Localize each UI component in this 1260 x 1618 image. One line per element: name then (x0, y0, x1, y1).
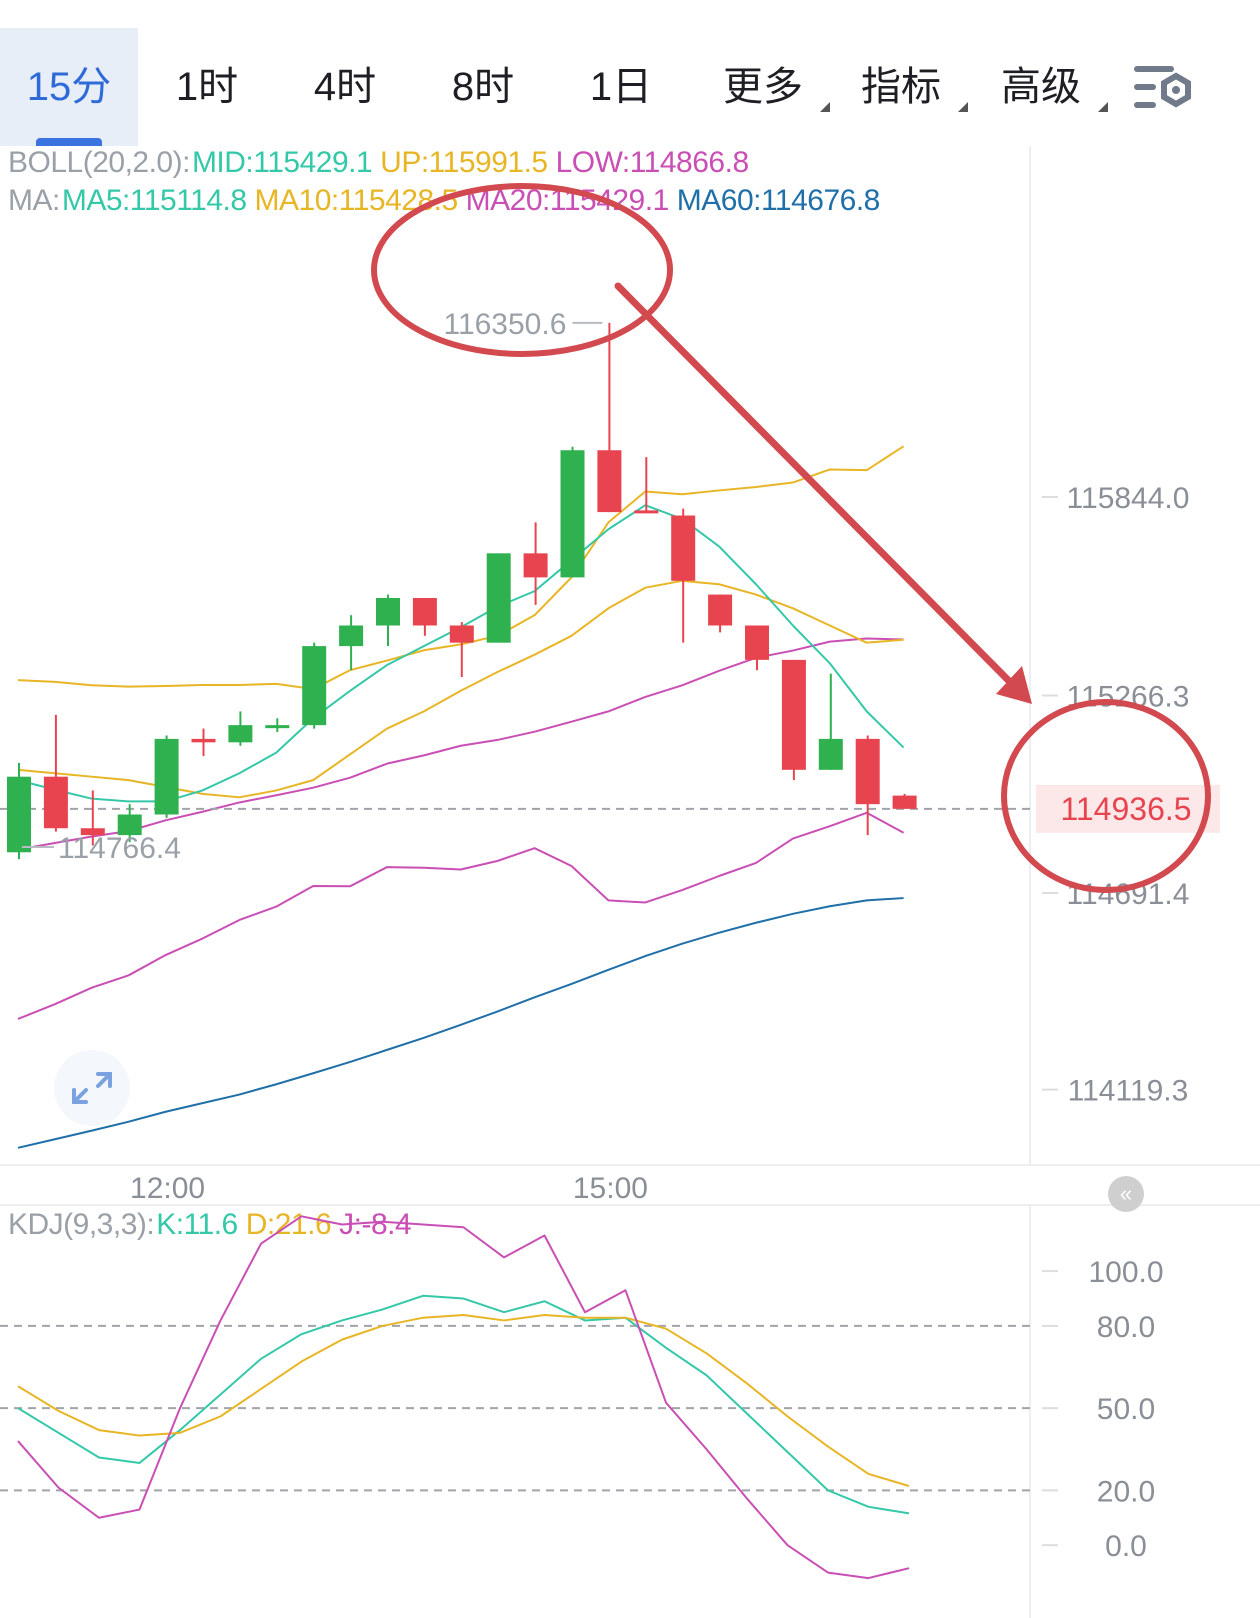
annotation-arrow-shaft (614, 282, 1014, 686)
tab-4h[interactable]: 4时 (280, 28, 410, 146)
boll-lower-line (17, 811, 905, 1020)
ma60-value: MA60:114676.8 (676, 184, 881, 217)
ma5-value: MA5:115114.8 (61, 184, 247, 217)
boll-low-value: LOW:114866.8 (555, 146, 750, 179)
tab-15m[interactable]: 15分 (0, 28, 138, 146)
y-tick-label: 114691.4 (1067, 878, 1190, 911)
kdj-k-value: K:11.6 (156, 1208, 238, 1241)
tab-more[interactable]: 更多 (708, 28, 830, 146)
boll-mid-value: MID:115429.1 (191, 146, 373, 179)
x-time-label: 12:00 (130, 1172, 205, 1205)
dropdown-triangle-icon (958, 102, 968, 112)
candle-body (818, 738, 843, 770)
timeframe-tabs: 15分 1时 4时 8时 1日 更多 指标 高级 (0, 28, 1260, 146)
kdj-tick-label: 80.0 (1097, 1311, 1155, 1344)
high-price-label: 116350.6 (443, 308, 566, 341)
tab-label: 1时 (175, 65, 239, 109)
candle-body (671, 515, 696, 581)
kdj-legend-name: KDJ(9,3,3): (8, 1208, 155, 1241)
candle-body (154, 738, 179, 815)
tab-label: 高级 (1001, 65, 1081, 109)
tab-8h[interactable]: 8时 (418, 28, 548, 146)
annotation-circle-high (371, 183, 673, 357)
candle-body (745, 625, 769, 660)
kdj-tick-label: 50.0 (1097, 1393, 1155, 1426)
boll-up-value: UP:115991.5 (380, 146, 548, 179)
y-tick-label: 114119.3 (1068, 1075, 1189, 1108)
candle-body (117, 814, 142, 836)
expand-icon (72, 1072, 112, 1104)
dropdown-triangle-icon (1098, 102, 1108, 112)
kdj-tick-label: 20.0 (1097, 1475, 1155, 1508)
boll-legend: BOLL(20,2.0):MID:115429.1 UP:115991.5 LOW:… (8, 146, 757, 180)
ma-legend: MA:MA5:115114.8 MA10:115428.5 MA20:115429.… (8, 184, 888, 218)
x-time-label: 15:00 (573, 1172, 648, 1205)
expand-chart-button[interactable] (54, 1050, 130, 1126)
candle-body (228, 725, 253, 743)
annotation-circle-last (1001, 699, 1211, 893)
candle-body (892, 795, 917, 809)
candle-body (486, 553, 511, 643)
tab-label: 8时 (451, 65, 515, 109)
ma-legend-name: MA: (8, 184, 60, 217)
tab-label: 15分 (26, 65, 112, 109)
candle-body (781, 659, 806, 770)
scroll-to-latest-button[interactable]: « (1108, 1176, 1144, 1212)
tab-1d[interactable]: 1日 (556, 28, 686, 146)
candle-body (523, 553, 548, 578)
candle-body (80, 828, 105, 836)
candle-body (302, 646, 327, 726)
y-tick-label: 115844.0 (1067, 482, 1190, 515)
ma10-line (17, 579, 904, 799)
candle-body (7, 776, 31, 853)
candle-body (449, 625, 474, 643)
kdj-j-line (17, 1215, 910, 1580)
chart-settings-icon[interactable] (1132, 64, 1194, 114)
candle-body (339, 625, 364, 647)
candle-body (634, 510, 659, 514)
kdj-tick-label: 100.0 (1088, 1256, 1163, 1289)
tab-advanced[interactable]: 高级 (986, 28, 1108, 146)
candle-body (265, 725, 290, 729)
y-tick-label: 115266.3 (1067, 680, 1190, 713)
double-chevron-left-icon: « (1119, 1181, 1133, 1206)
last-price-badge (1036, 784, 1220, 833)
tab-label: 更多 (723, 65, 803, 109)
kdj-d-line (17, 1313, 910, 1487)
ma60-line (17, 897, 904, 1149)
tab-1h[interactable]: 1时 (142, 28, 272, 146)
tab-label: 指标 (861, 65, 941, 109)
annotation-arrow-head (996, 666, 1032, 704)
dropdown-triangle-icon (820, 102, 830, 112)
tab-label: 1日 (589, 65, 653, 109)
candle-body (597, 450, 622, 513)
active-tab-indicator (36, 138, 102, 146)
candle-body (191, 738, 216, 743)
kdj-tick-label: 0.0 (1105, 1530, 1147, 1563)
candle-body (560, 450, 585, 578)
low-price-label: 114766.4 (58, 832, 181, 865)
tab-indicators[interactable]: 指标 (846, 28, 968, 146)
tab-label: 4时 (313, 65, 377, 109)
boll-legend-name: BOLL(20,2.0): (8, 146, 190, 179)
ma10-value: MA10:115428.5 (254, 184, 459, 217)
candle-body (855, 738, 880, 805)
candle-body (43, 776, 68, 829)
candle-body (708, 594, 733, 626)
candle-body (376, 598, 400, 626)
candle-body (412, 598, 437, 626)
last-price-label: 114936.5 (1060, 791, 1191, 827)
